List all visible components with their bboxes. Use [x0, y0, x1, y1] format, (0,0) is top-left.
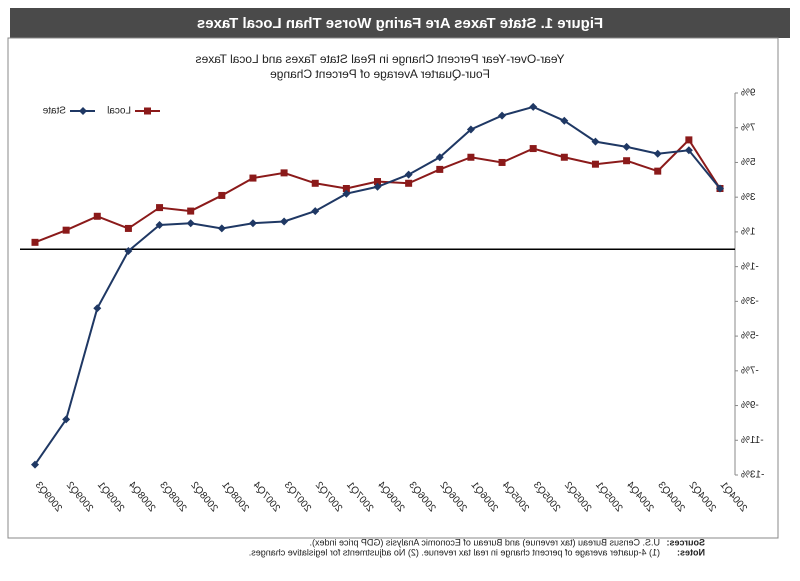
series-line [34, 105, 721, 466]
y-tick-label: -1% [741, 261, 759, 272]
legend-label: State [42, 106, 66, 117]
y-tick-label: -11% [741, 435, 764, 446]
marker [93, 304, 102, 313]
marker [435, 153, 444, 162]
marker [31, 460, 39, 469]
x-tick-label: 2006Q1 [468, 480, 500, 515]
marker [529, 102, 538, 111]
marker [217, 224, 226, 233]
y-tick-label: -13% [741, 470, 764, 481]
marker [155, 220, 164, 229]
y-tick-label: -5% [741, 331, 759, 342]
marker [498, 158, 506, 166]
marker [124, 224, 132, 232]
sources: U.S. Census Bureau (tax revenue) and Bur… [309, 537, 660, 547]
y-tick-label: 5% [741, 157, 756, 168]
y-tick-label: -9% [741, 400, 759, 411]
x-tick-label: 2008Q1 [219, 480, 251, 515]
marker [93, 212, 101, 220]
legend-marker [79, 107, 87, 115]
x-tick-label: 2009Q1 [95, 480, 127, 515]
marker [560, 153, 568, 161]
x-tick-label: 2007Q3 [282, 480, 314, 515]
marker [405, 179, 413, 187]
x-tick-label: 2006Q2 [437, 480, 469, 515]
marker [311, 179, 319, 187]
marker [529, 145, 537, 153]
x-tick-label: 2005Q1 [593, 480, 625, 515]
marker [374, 178, 381, 186]
marker [436, 165, 444, 173]
marker [622, 142, 631, 151]
marker [498, 111, 507, 120]
x-tick-label: 2005Q3 [531, 480, 563, 515]
chart-title: Figure 1. State Taxes Are Faring Worse T… [197, 15, 603, 32]
marker [684, 146, 693, 155]
notes: (1) 4-quarter average of percent change … [249, 547, 660, 557]
marker [31, 238, 39, 246]
marker [716, 184, 724, 193]
sources-label: Sources: [666, 537, 705, 547]
marker [187, 207, 195, 215]
marker [156, 204, 164, 212]
marker [280, 169, 288, 177]
x-tick-label: 2004Q2 [686, 480, 718, 515]
subtitle: Four-Quarter Average of Percent Change [270, 67, 490, 81]
marker [685, 136, 693, 144]
marker [623, 157, 631, 165]
x-tick-label: 2008Q4 [126, 480, 158, 515]
x-tick-label: 2004Q3 [655, 480, 687, 515]
legend-marker [144, 107, 151, 115]
marker [342, 189, 351, 198]
x-tick-label: 2009Q2 [64, 480, 96, 515]
y-tick-label: 9% [741, 88, 756, 99]
marker [653, 149, 662, 158]
y-tick-label: -7% [741, 365, 759, 376]
legend-label: Local [107, 106, 131, 117]
marker [62, 415, 71, 424]
y-tick-label: 3% [741, 192, 756, 203]
x-tick-label: 2004Q1 [717, 480, 749, 515]
marker [404, 170, 413, 179]
marker [311, 207, 320, 216]
marker [62, 226, 70, 234]
x-tick-label: 2005Q4 [499, 480, 531, 515]
x-tick-label: 2006Q4 [375, 480, 407, 515]
x-tick-label: 2007Q1 [344, 480, 376, 515]
frame [7, 37, 779, 539]
x-tick-label: 2008Q2 [188, 480, 220, 515]
x-tick-label: 2007Q2 [313, 480, 345, 515]
marker [124, 247, 133, 256]
x-tick-label: 2005Q2 [562, 480, 594, 515]
x-tick-label: 2007Q4 [250, 480, 282, 515]
y-tick-label: 1% [741, 227, 756, 238]
marker [373, 182, 382, 191]
marker [248, 219, 257, 228]
marker [466, 125, 475, 134]
marker [280, 217, 289, 226]
series-line [34, 138, 721, 244]
marker [560, 116, 569, 125]
marker [591, 137, 600, 146]
marker [654, 167, 662, 175]
marker [342, 185, 350, 192]
marker [186, 219, 195, 228]
y-tick-label: -3% [741, 296, 759, 307]
marker [218, 191, 226, 199]
marker [467, 153, 475, 161]
x-tick-label: 2004Q4 [624, 480, 656, 515]
x-tick-label: 2008Q3 [157, 480, 189, 515]
x-tick-label: 2009Q3 [32, 480, 64, 515]
x-tick-label: 2006Q3 [406, 480, 438, 515]
subtitle: Year-Over-Year Percent Change in Real St… [196, 52, 565, 66]
notes-label: Notes: [677, 547, 705, 557]
marker [591, 160, 599, 168]
y-tick-label: 7% [741, 122, 756, 133]
marker [249, 174, 257, 182]
title-banner [10, 8, 790, 38]
